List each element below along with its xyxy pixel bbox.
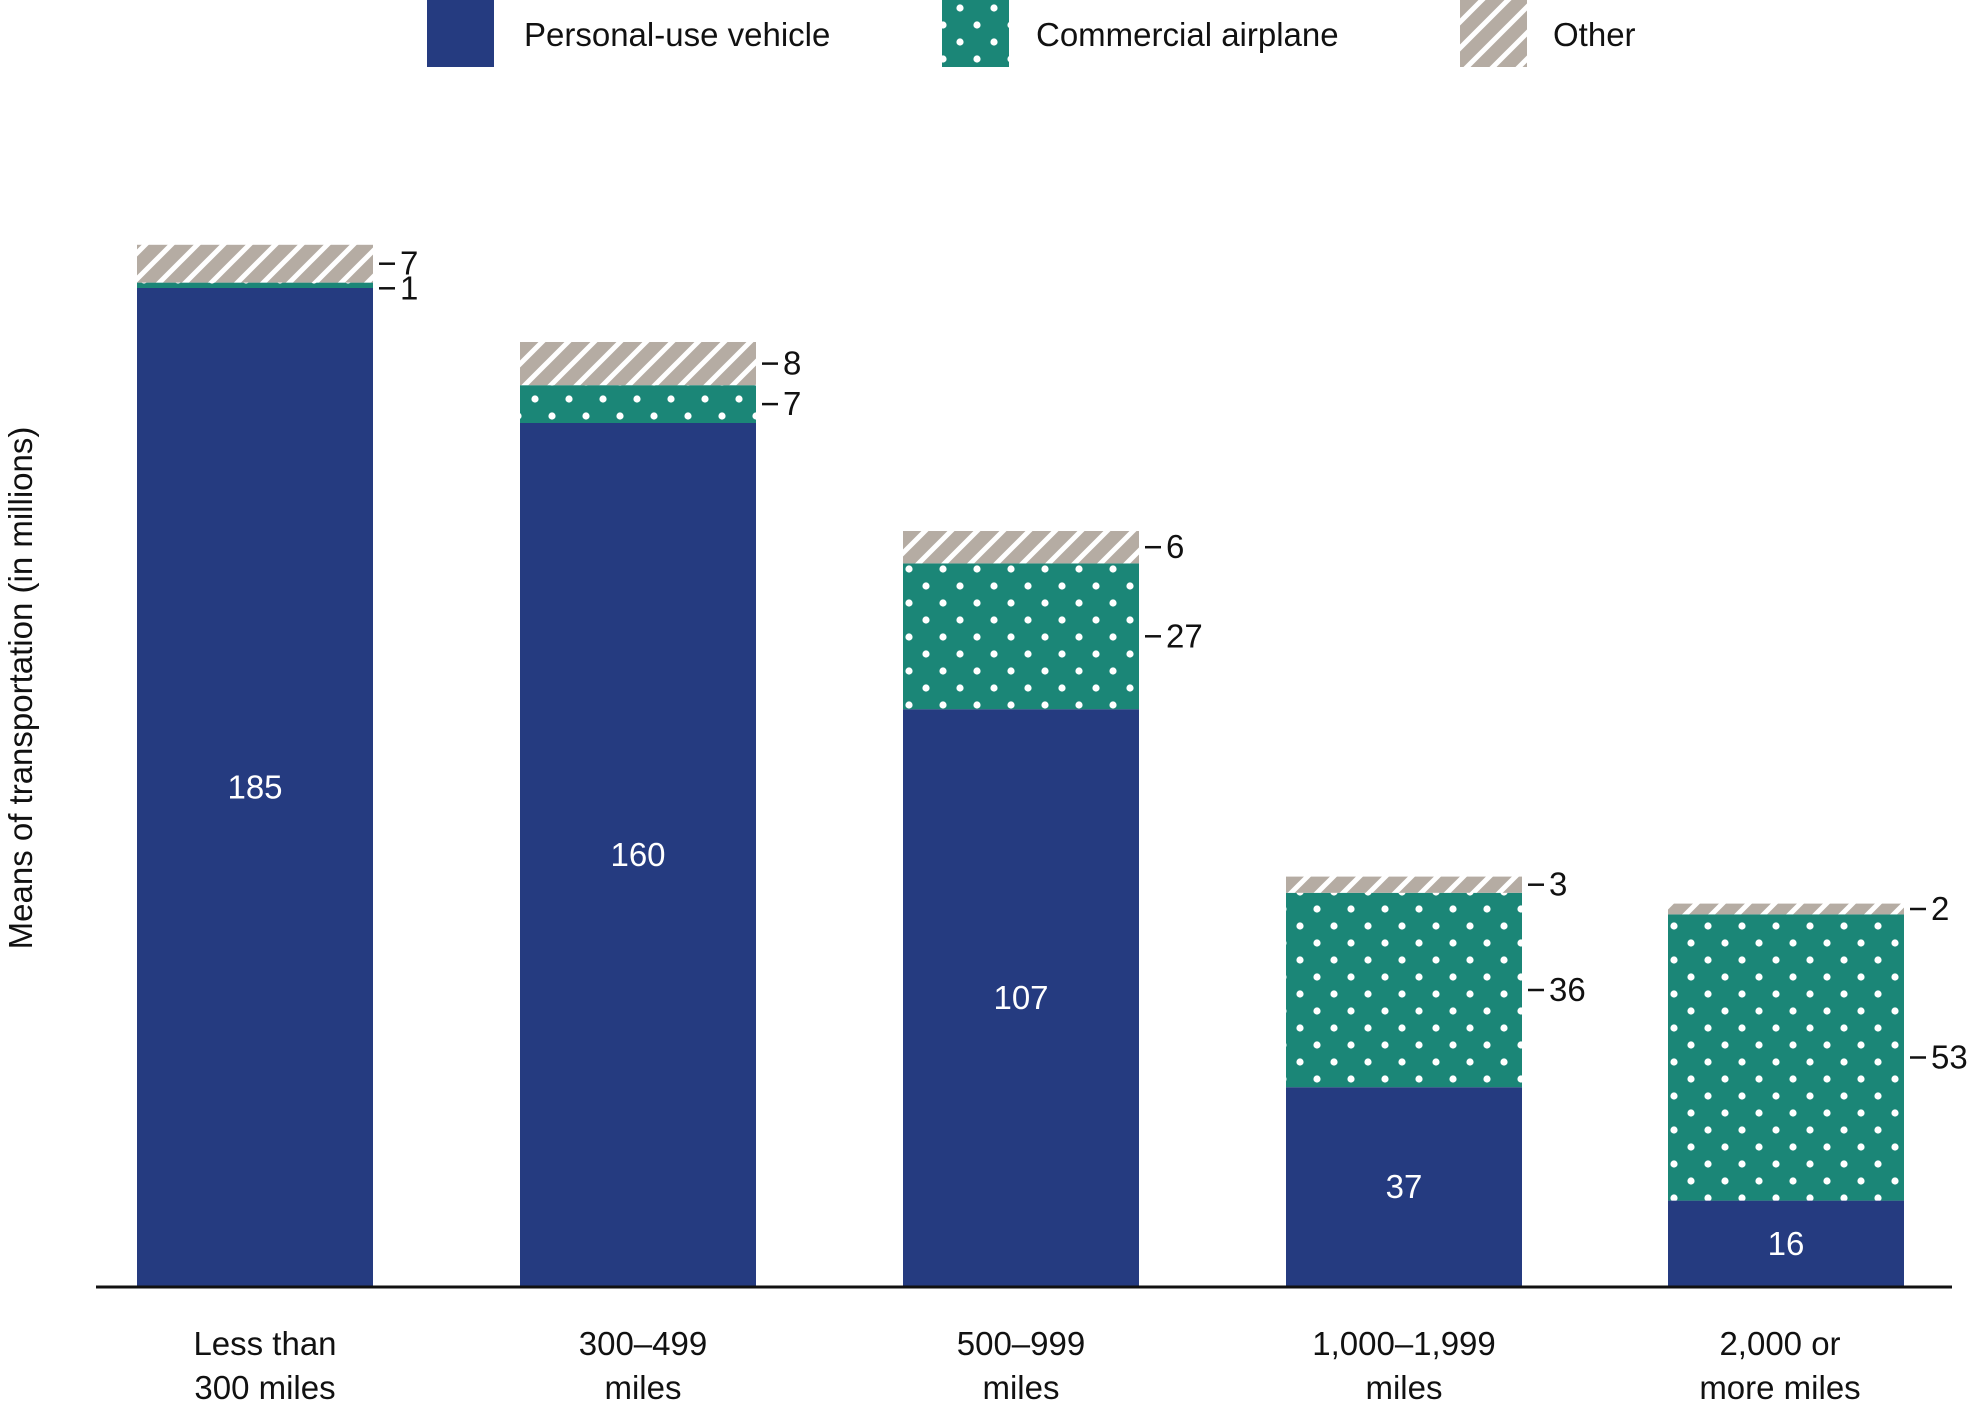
bar-commercial-airplane-5 bbox=[1668, 914, 1904, 1201]
legend-label-other: Other bbox=[1553, 16, 1636, 53]
y-axis-title: Means of transportation (in millions) bbox=[2, 427, 39, 950]
bar-commercial-airplane-4 bbox=[1286, 892, 1522, 1088]
legend: Personal-use vehicle Commercial airplane O… bbox=[427, 0, 1636, 67]
value-label-commercial-airplane-2: 7 bbox=[783, 385, 801, 422]
value-label-commercial-airplane-3: 27 bbox=[1166, 617, 1203, 654]
x-tick-label-4: 1,000–1,999 miles bbox=[1312, 1325, 1496, 1406]
value-label-personal-use-vehicle-1: 185 bbox=[227, 769, 282, 806]
bar-commercial-airplane-3 bbox=[903, 563, 1139, 710]
value-label-personal-use-vehicle-4: 37 bbox=[1386, 1168, 1423, 1205]
bar-personal-use-vehicle-2 bbox=[520, 423, 756, 1287]
bar-other-4 bbox=[1286, 876, 1522, 893]
x-tick-label-3: 500–999 miles bbox=[957, 1325, 1085, 1406]
x-axis: Less than 300 miles 300–499 miles 500–999 mil… bbox=[96, 1285, 1952, 1406]
legend-label-personal-use-vehicle: Personal-use vehicle bbox=[524, 16, 830, 53]
value-label-other-1: 7 bbox=[400, 245, 418, 282]
legend-swatch-other bbox=[1460, 0, 1527, 67]
bars bbox=[137, 244, 1904, 1287]
value-label-other-4: 3 bbox=[1549, 866, 1567, 903]
x-tick-label-1: Less than 300 miles bbox=[193, 1325, 336, 1406]
bar-personal-use-vehicle-5 bbox=[1668, 1200, 1904, 1287]
bar-other-2 bbox=[520, 342, 756, 386]
value-label-other-2: 8 bbox=[783, 345, 801, 382]
value-label-personal-use-vehicle-5: 16 bbox=[1768, 1225, 1805, 1262]
bar-personal-use-vehicle-4 bbox=[1286, 1087, 1522, 1287]
bar-other-5 bbox=[1668, 903, 1904, 915]
value-label-personal-use-vehicle-3: 107 bbox=[993, 979, 1048, 1016]
bar-commercial-airplane-2 bbox=[520, 385, 756, 423]
legend-swatch-personal-use-vehicle bbox=[427, 0, 494, 67]
value-label-other-5: 2 bbox=[1931, 890, 1949, 927]
value-label-other-3: 6 bbox=[1166, 528, 1184, 565]
value-label-commercial-airplane-4: 36 bbox=[1549, 971, 1586, 1008]
bar-other-1 bbox=[137, 244, 373, 283]
bar-personal-use-vehicle-1 bbox=[137, 288, 373, 1287]
legend-swatch-commercial-airplane bbox=[942, 0, 1009, 67]
value-label-commercial-airplane-1: 1 bbox=[400, 269, 418, 306]
x-tick-label-5: 2,000 or more miles bbox=[1699, 1325, 1860, 1406]
value-label-personal-use-vehicle-2: 160 bbox=[610, 836, 665, 873]
legend-label-commercial-airplane: Commercial airplane bbox=[1036, 16, 1339, 53]
bar-personal-use-vehicle-3 bbox=[903, 709, 1139, 1287]
value-label-commercial-airplane-5: 53 bbox=[1931, 1039, 1968, 1076]
x-tick-label-2: 300–499 miles bbox=[579, 1325, 707, 1406]
bar-commercial-airplane-1 bbox=[137, 282, 373, 288]
bar-other-3 bbox=[903, 531, 1139, 564]
